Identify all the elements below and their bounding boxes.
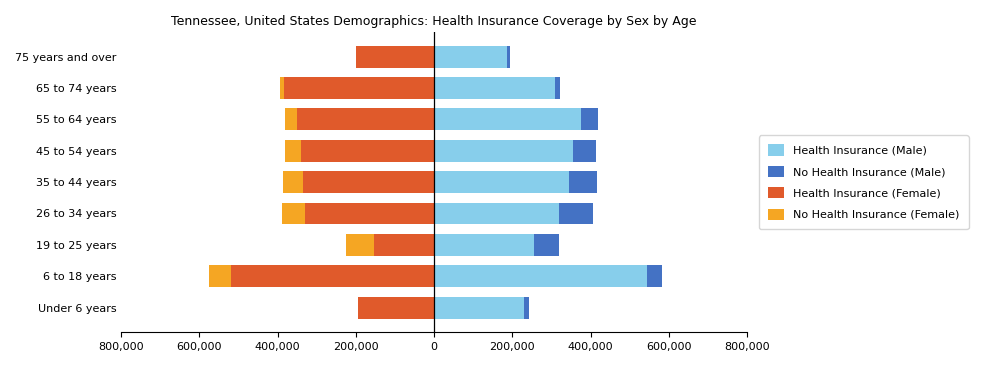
Bar xyxy=(358,297,434,319)
Bar xyxy=(556,77,560,99)
Legend: Health Insurance (Male), No Health Insurance (Male), Health Insurance (Female), : Health Insurance (Male), No Health Insur… xyxy=(758,135,968,229)
Bar xyxy=(283,171,303,193)
Bar xyxy=(303,171,434,193)
Bar xyxy=(346,234,373,256)
Bar xyxy=(534,234,559,256)
Bar xyxy=(373,234,434,256)
Bar xyxy=(285,140,301,162)
Bar xyxy=(434,265,647,287)
Bar xyxy=(506,46,509,68)
Bar xyxy=(434,108,581,130)
Bar xyxy=(434,171,569,193)
Bar xyxy=(434,203,559,225)
Bar xyxy=(434,234,534,256)
Bar xyxy=(434,77,556,99)
Bar xyxy=(569,171,597,193)
Bar xyxy=(297,108,434,130)
Bar xyxy=(434,140,573,162)
Bar xyxy=(647,265,662,287)
Bar xyxy=(281,77,284,99)
Bar xyxy=(285,108,297,130)
Bar xyxy=(209,265,230,287)
Bar xyxy=(356,46,434,68)
Title: Tennessee, United States Demographics: Health Insurance Coverage by Sex by Age: Tennessee, United States Demographics: H… xyxy=(171,15,697,28)
Bar xyxy=(573,140,596,162)
Bar xyxy=(434,46,506,68)
Bar xyxy=(284,77,434,99)
Bar xyxy=(305,203,434,225)
Bar xyxy=(301,140,434,162)
Bar xyxy=(230,265,434,287)
Bar xyxy=(559,203,593,225)
Bar xyxy=(581,108,599,130)
Bar xyxy=(283,203,305,225)
Bar xyxy=(524,297,529,319)
Bar xyxy=(434,297,524,319)
